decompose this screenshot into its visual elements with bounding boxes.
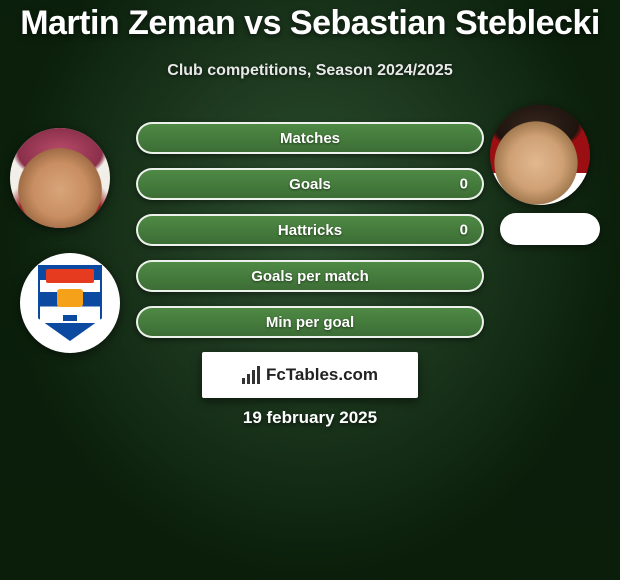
stat-label: Goals <box>289 176 331 193</box>
page-subtitle: Club competitions, Season 2024/2025 <box>0 62 620 80</box>
stat-right-value: 0 <box>460 222 468 239</box>
brand-text: FcTables.com <box>266 365 378 385</box>
stat-row-goals-per-match: Goals per match <box>136 260 484 292</box>
stat-label: Goals per match <box>251 268 369 285</box>
stat-row-goals: Goals 0 <box>136 168 484 200</box>
player-right-face-icon <box>490 105 590 205</box>
brand-logo-icon <box>242 366 260 384</box>
stat-row-hattricks: Hattricks 0 <box>136 214 484 246</box>
player-left-face-icon <box>10 128 110 228</box>
page-title: Martin Zeman vs Sebastian Steblecki <box>0 4 620 43</box>
comparison-card: Martin Zeman vs Sebastian Steblecki Club… <box>0 0 620 580</box>
stat-label: Min per goal <box>266 314 354 331</box>
club-crest-icon <box>38 265 102 341</box>
stat-row-min-per-goal: Min per goal <box>136 306 484 338</box>
stats-list: Matches Goals 0 Hattricks 0 Goals per ma… <box>136 122 484 338</box>
club-left-badge <box>20 253 120 353</box>
club-right-badge-placeholder <box>500 213 600 245</box>
stat-right-value: 0 <box>460 176 468 193</box>
player-left-avatar <box>10 128 110 228</box>
brand-box[interactable]: FcTables.com <box>202 352 418 398</box>
snapshot-date: 19 february 2025 <box>0 408 620 428</box>
stat-label: Hattricks <box>278 222 342 239</box>
player-right-avatar <box>490 105 590 205</box>
stat-row-matches: Matches <box>136 122 484 154</box>
stat-label: Matches <box>280 130 340 147</box>
